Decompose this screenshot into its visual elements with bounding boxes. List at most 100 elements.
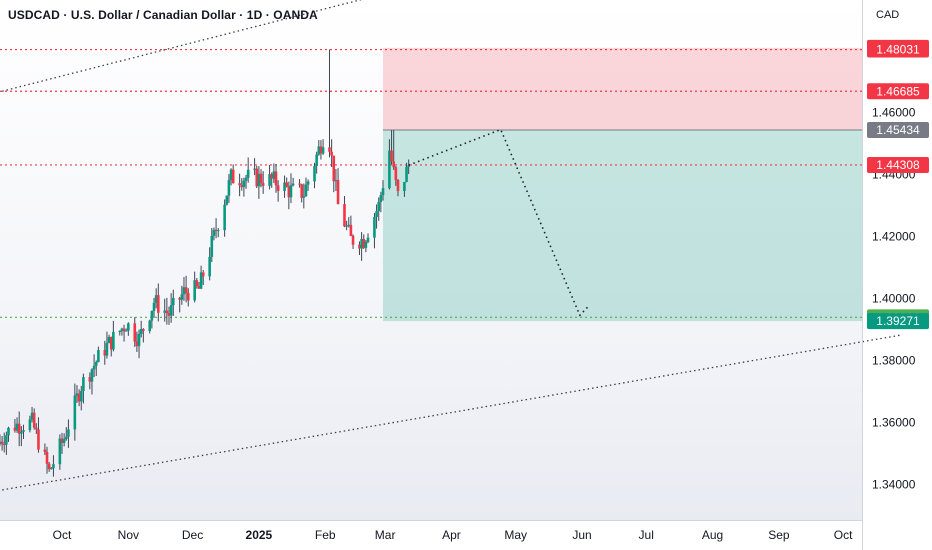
- candle-body: [272, 171, 276, 179]
- candle-body: [255, 168, 259, 187]
- candle-body: [165, 310, 169, 314]
- candle-body: [45, 451, 49, 464]
- candle-body: [157, 295, 160, 313]
- candle-body: [330, 151, 333, 156]
- candle-body: [276, 185, 280, 191]
- candle-body: [154, 295, 158, 303]
- candle-body: [13, 427, 17, 431]
- candle-body: [28, 419, 32, 431]
- price-label-box: [867, 156, 929, 173]
- candle-body: [261, 183, 265, 186]
- candle-body: [178, 297, 181, 300]
- x-axis-tick-label: Oct: [834, 528, 853, 542]
- price-label: 1.48031: [867, 41, 929, 58]
- candle-body: [377, 202, 381, 212]
- candle-body: [208, 256, 211, 277]
- candle-body: [58, 438, 62, 465]
- candle-body: [223, 204, 226, 231]
- candle-body: [358, 244, 361, 249]
- candle-body: [139, 329, 143, 334]
- candle-body: [240, 185, 244, 188]
- candle-body: [127, 323, 130, 331]
- x-axis-tick-label: Dec: [182, 528, 203, 542]
- candle-body: [287, 186, 291, 198]
- plot-area[interactable]: [0, 0, 862, 520]
- trend-line: [0, 334, 901, 491]
- candle-body: [109, 336, 113, 350]
- candle-body: [17, 423, 21, 434]
- y-axis-tick-label: 1.34000: [872, 478, 916, 492]
- candle-body: [64, 436, 68, 439]
- candle-body: [227, 180, 231, 196]
- price-label-box: [867, 122, 929, 139]
- candle-body: [238, 183, 241, 186]
- candle-body: [97, 350, 100, 363]
- y-axis-tick-label: 1.42000: [872, 230, 916, 244]
- candle-body: [124, 330, 128, 332]
- chart-title: USDCAD · U.S. Dollar / Canadian Dollar ·…: [8, 8, 318, 22]
- candle-body: [137, 333, 141, 347]
- candle-body: [298, 183, 301, 185]
- y-axis-tick-label: 1.40000: [872, 292, 916, 306]
- candle-body: [321, 147, 325, 154]
- candle-body: [253, 168, 256, 170]
- x-axis-tick-label: Mar: [375, 528, 396, 542]
- candle-body: [195, 280, 199, 287]
- candles-layer: [0, 49, 410, 477]
- candle-body: [73, 395, 77, 430]
- candle-body: [169, 305, 173, 316]
- candle-body: [5, 435, 8, 445]
- candle-body: [2, 444, 6, 446]
- candle-body: [212, 229, 216, 236]
- position-zones-layer: [383, 47, 862, 322]
- candle-body: [285, 182, 288, 187]
- candle-body: [319, 146, 323, 154]
- price-label-text: 1.44308: [876, 158, 920, 172]
- candle-body: [246, 169, 250, 178]
- candle-body: [328, 147, 331, 152]
- x-axis-tick-label: Sep: [768, 528, 790, 542]
- x-axis-tick-label: Aug: [702, 528, 723, 542]
- price-label-text: 1.48031: [876, 43, 920, 57]
- candle-body: [315, 154, 318, 166]
- candle-body: [142, 329, 145, 332]
- currency-label: CAD: [876, 9, 900, 21]
- candle-body: [135, 341, 139, 347]
- candle-body: [182, 287, 186, 295]
- candle-body: [60, 438, 64, 443]
- candle-body: [214, 229, 218, 231]
- candle-body: [225, 195, 229, 205]
- candle-body: [231, 169, 235, 184]
- candle-body: [390, 150, 393, 162]
- candle-body: [163, 310, 167, 313]
- candle-body: [171, 297, 175, 306]
- x-axis-tick-label: Nov: [118, 528, 139, 542]
- candle-body: [148, 320, 152, 332]
- candle-body: [381, 188, 385, 196]
- candle-body: [229, 169, 233, 181]
- x-axis-tick-label: May: [504, 528, 527, 542]
- candle-body: [193, 280, 196, 301]
- candle-body: [201, 272, 205, 277]
- x-axis-tick-label: 2025: [246, 528, 273, 542]
- candle-body: [334, 180, 338, 182]
- candle-body: [75, 393, 79, 396]
- drawing-lines-layer: [0, 0, 901, 491]
- candle-body: [30, 412, 34, 420]
- candle-body: [167, 313, 171, 316]
- candle-body: [133, 323, 137, 342]
- candle-body: [199, 272, 203, 289]
- candle-body: [52, 464, 55, 469]
- candle-body: [197, 286, 201, 289]
- x-axis-tick-label: Jun: [572, 528, 591, 542]
- candle-body: [306, 181, 310, 185]
- candle-body: [317, 146, 321, 155]
- candle-body: [362, 238, 366, 248]
- candle-body: [62, 438, 66, 443]
- candle-body: [112, 331, 115, 350]
- candle-body: [0, 441, 2, 445]
- candle-body: [347, 224, 351, 226]
- candle-body: [20, 431, 23, 434]
